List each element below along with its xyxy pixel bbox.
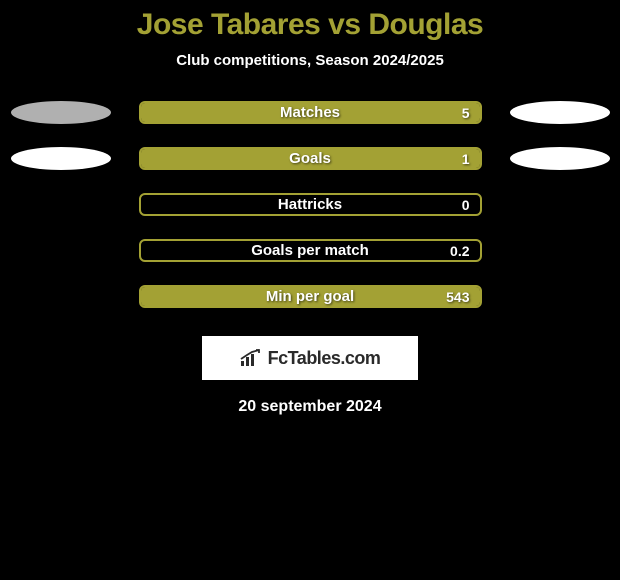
stat-value: 0.2 (450, 243, 469, 259)
logo-box: FcTables.com (202, 336, 418, 380)
stat-bar: Goals per match 0.2 (139, 239, 482, 262)
stat-row-goals-per-match: Goals per match 0.2 (139, 239, 482, 262)
stat-bar: Matches 5 (139, 101, 482, 124)
stat-row-matches: Matches 5 (139, 101, 482, 124)
stat-row-goals: Goals 1 (139, 147, 482, 170)
date-text: 20 september 2024 (238, 398, 381, 416)
stat-bar: Goals 1 (139, 147, 482, 170)
stat-value: 1 (462, 151, 470, 167)
stat-bar: Min per goal 543 (139, 285, 482, 308)
chart-icon (240, 349, 262, 367)
page-subtitle: Club competitions, Season 2024/2025 (176, 52, 444, 69)
player-marker-right (510, 147, 610, 170)
stat-label: Goals (289, 150, 331, 167)
stat-label: Min per goal (266, 288, 354, 305)
player-marker-right (510, 101, 610, 124)
stat-bar: Hattricks 0 (139, 193, 482, 216)
stat-value: 0 (462, 197, 470, 213)
stat-value: 5 (462, 105, 470, 121)
stat-label: Goals per match (251, 242, 369, 259)
stat-row-min-per-goal: Min per goal 543 (139, 285, 482, 308)
stat-value: 543 (446, 289, 469, 305)
stat-label: Hattricks (278, 196, 342, 213)
stat-row-hattricks: Hattricks 0 (139, 193, 482, 216)
logo-text: FcTables.com (268, 348, 381, 369)
page-title: Jose Tabares vs Douglas (137, 8, 483, 42)
stat-label: Matches (280, 104, 340, 121)
player-marker-left (11, 147, 111, 170)
stats-area: Matches 5 Goals 1 Hattricks 0 (139, 101, 482, 308)
player-marker-left (11, 101, 111, 124)
